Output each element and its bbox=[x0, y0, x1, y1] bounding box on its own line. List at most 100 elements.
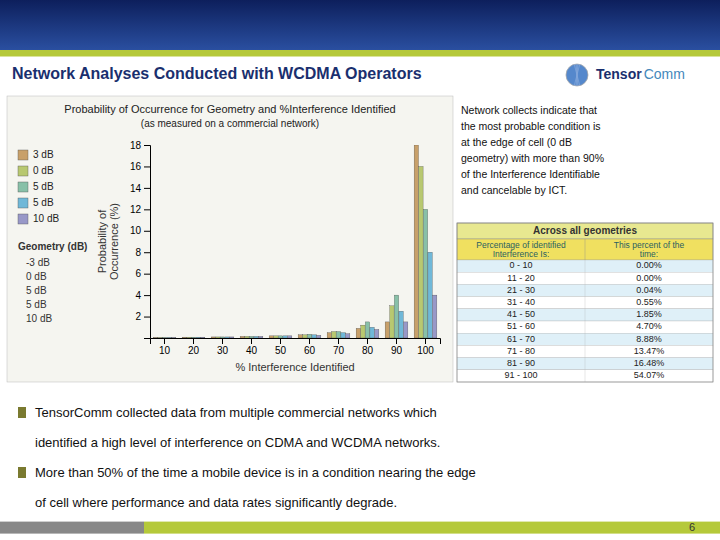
x-tick: 90 bbox=[391, 338, 403, 356]
legend-label: 5 dB bbox=[33, 197, 54, 208]
table-divider bbox=[585, 260, 586, 272]
bar bbox=[259, 336, 263, 338]
bar bbox=[278, 336, 282, 338]
bar bbox=[346, 334, 350, 338]
x-tick-mark bbox=[251, 338, 252, 344]
x-tick-mark bbox=[309, 338, 310, 344]
geometry-title: Geometry (dB) bbox=[18, 241, 87, 252]
table-row bbox=[457, 297, 713, 309]
x-tick-mark bbox=[222, 338, 223, 344]
x-tick: 60 bbox=[304, 338, 316, 356]
table-cell: 11 - 20 bbox=[507, 273, 534, 283]
x-tick: 70 bbox=[333, 338, 345, 356]
x-tick-label: 50 bbox=[275, 345, 287, 356]
bullet-text: identified a high level of interference … bbox=[35, 435, 440, 450]
x-tick-label: 80 bbox=[362, 345, 374, 356]
bar bbox=[433, 295, 437, 338]
table-column-header-cell bbox=[457, 239, 713, 260]
table-divider bbox=[585, 297, 586, 309]
x-tick: 40 bbox=[246, 338, 258, 356]
geometry-label: 5 dB bbox=[26, 299, 47, 310]
legend-label: 3 dB bbox=[33, 149, 54, 160]
table-cell: 13.47% bbox=[634, 346, 665, 356]
x-tick-label: 20 bbox=[188, 345, 200, 356]
x-axis-title: % Interference Identified bbox=[235, 361, 354, 373]
y-tick: 8 bbox=[135, 247, 150, 258]
accent-line bbox=[0, 50, 720, 57]
table-cell: 51 - 60 bbox=[507, 321, 535, 331]
y-tick-mark bbox=[144, 145, 150, 146]
logo-text: Tensor bbox=[596, 66, 642, 82]
bar-series bbox=[162, 209, 427, 338]
y-tick: 6 bbox=[135, 268, 150, 279]
bar bbox=[423, 209, 427, 338]
bar bbox=[390, 306, 394, 338]
chart-subtitle: (as measured on a commercial network) bbox=[141, 118, 319, 129]
geometry-label: 0 dB bbox=[26, 271, 47, 282]
y-tick: 14 bbox=[130, 183, 150, 194]
table-divider bbox=[585, 333, 586, 345]
bar bbox=[191, 337, 195, 338]
bar bbox=[375, 329, 379, 338]
bar bbox=[428, 252, 432, 338]
y-tick-label: 8 bbox=[135, 247, 141, 258]
bullet-marker bbox=[18, 407, 26, 418]
y-tick-label: 18 bbox=[130, 140, 142, 151]
table-column-header: This percent of thetime: bbox=[614, 240, 685, 259]
y-tick-mark bbox=[144, 274, 150, 275]
x-tick: 80 bbox=[362, 338, 374, 356]
legend-label: 0 dB bbox=[33, 165, 54, 176]
bar bbox=[356, 328, 360, 338]
table-divider bbox=[585, 345, 586, 357]
table-cell: 16.48% bbox=[634, 358, 665, 368]
table-cell: 4.70% bbox=[636, 321, 662, 331]
legend-item: 3 dB bbox=[18, 149, 54, 160]
table-cell: 21 - 30 bbox=[507, 285, 535, 295]
bar bbox=[404, 322, 408, 338]
table-divider bbox=[585, 321, 586, 333]
x-tick-label: 60 bbox=[304, 345, 316, 356]
bar bbox=[269, 336, 273, 338]
y-tick-label: 12 bbox=[130, 204, 142, 215]
table-divider bbox=[585, 284, 586, 296]
bar bbox=[167, 337, 171, 338]
y-tick-mark bbox=[144, 295, 150, 296]
bar bbox=[196, 337, 200, 338]
bar-series bbox=[153, 145, 418, 338]
legend-swatch bbox=[18, 166, 28, 176]
y-tick-mark bbox=[144, 209, 150, 210]
table-divider bbox=[585, 309, 586, 321]
bar bbox=[341, 333, 345, 338]
bars bbox=[153, 145, 437, 338]
chart: Probability of Occurrence for Geometry a… bbox=[7, 96, 453, 382]
x-tick-label: 10 bbox=[159, 345, 171, 356]
bar bbox=[327, 333, 331, 338]
y-tick: 10 bbox=[130, 225, 150, 236]
table-row bbox=[457, 370, 713, 382]
bar bbox=[220, 337, 224, 338]
legend-swatch bbox=[18, 182, 28, 192]
x-tick-mark bbox=[280, 338, 281, 344]
legend-swatch bbox=[18, 214, 28, 224]
geometry-label: 5 dB bbox=[26, 285, 47, 296]
bar bbox=[332, 332, 336, 338]
table-divider bbox=[585, 239, 586, 260]
footer-bar bbox=[0, 522, 144, 534]
bar bbox=[249, 336, 253, 338]
x-tick-label: 90 bbox=[391, 345, 403, 356]
legend-swatch bbox=[18, 150, 28, 160]
bar-series bbox=[167, 252, 432, 338]
bar bbox=[283, 336, 287, 338]
bar bbox=[201, 337, 205, 338]
table-cell: 54.07% bbox=[634, 370, 665, 380]
bar-series bbox=[158, 166, 423, 338]
bar bbox=[419, 166, 423, 338]
bullet-text: More than 50% of the time a mobile devic… bbox=[35, 465, 476, 480]
x-tick-mark bbox=[425, 338, 426, 344]
y-axis-line bbox=[144, 146, 151, 339]
bar bbox=[312, 335, 316, 338]
y-axis: 24681012141618 bbox=[130, 140, 151, 339]
table-row bbox=[457, 345, 713, 357]
table-cell: 1.85% bbox=[636, 309, 662, 319]
table-cell: 0.55% bbox=[636, 297, 662, 307]
